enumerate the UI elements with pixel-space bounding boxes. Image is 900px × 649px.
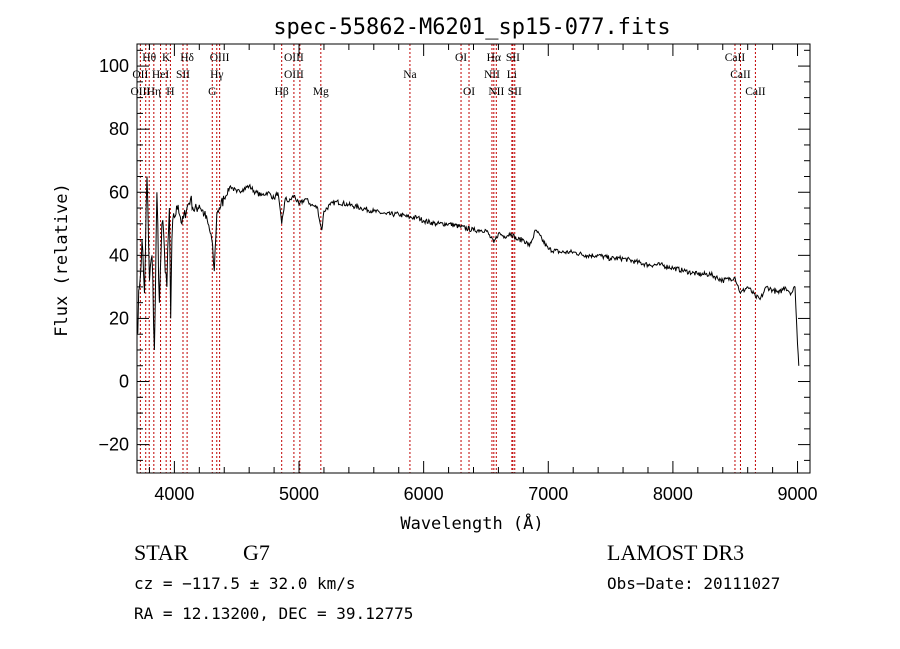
x-tick-label-5: 9000 (778, 484, 818, 504)
line-label-21: G (208, 86, 216, 98)
line-label-13: OIII (284, 69, 304, 81)
plot-frame (136, 43, 811, 474)
coordinates: RA = 12.13200, DEC = 39.12775 (134, 604, 413, 623)
line-label-2: Hδ (180, 52, 194, 64)
y-tick-label-3: 40 (109, 245, 129, 265)
line-label-11: SII (176, 69, 190, 81)
spectral-line-markers (139, 44, 756, 473)
y-tick-label-5: 80 (109, 119, 129, 139)
redshift-velocity: cz = −117.5 ± 32.0 km/s (134, 574, 356, 593)
y-tick-label-2: 20 (109, 308, 129, 328)
survey-name: LAMOST DR3 (607, 540, 744, 565)
line-label-24: OI (463, 86, 475, 98)
line-label-23: Mg (313, 86, 329, 98)
line-label-27: CaII (745, 86, 766, 98)
line-label-1: K (162, 52, 171, 64)
line-label-12: Hγ (210, 69, 223, 81)
y-axis-ticks: −20 0 20 40 60 80 100 (98, 49, 810, 461)
x-tick-label-0: 4000 (154, 484, 194, 504)
line-label-22: Hβ (275, 86, 289, 98)
line-label-25: NII (488, 86, 504, 98)
y-axis-label: Flux (relative) (52, 183, 72, 337)
line-label-9: OII (132, 69, 148, 81)
line-label-26: SII (508, 86, 522, 98)
y-tick-label-6: 100 (99, 56, 129, 76)
line-label-14: Na (403, 69, 416, 81)
line-label-15: NII (484, 69, 500, 81)
line-label-10: HeI (152, 69, 169, 81)
line-label-6: Hα (487, 52, 501, 64)
object-class: STAR (134, 540, 189, 565)
spectral-line-labels: Hθ K Hδ OIII OIII OI Hα SII CaII OII HeI SII Hγ OIII N… (130, 52, 765, 98)
line-label-5: OI (455, 52, 467, 64)
y-tick-label-0: −20 (98, 435, 129, 455)
line-label-16: Li (507, 69, 517, 81)
x-tick-label-4: 8000 (653, 484, 693, 504)
object-subclass: G7 (243, 540, 270, 565)
line-label-3: OIII (210, 52, 230, 64)
line-label-19: Hη (147, 86, 161, 98)
line-label-0: Hθ (142, 52, 156, 64)
observation-date: Obs−Date: 20111027 (607, 574, 780, 593)
chart-title: spec-55862-M6201_sp15-077.fits (273, 15, 670, 40)
x-tick-label-1: 5000 (279, 484, 319, 504)
line-label-20: H (166, 86, 174, 98)
y-tick-label-4: 60 (109, 182, 129, 202)
line-label-7: SII (506, 52, 520, 64)
x-tick-label-3: 7000 (528, 484, 568, 504)
line-label-8: CaII (725, 52, 746, 64)
x-tick-label-2: 6000 (404, 484, 444, 504)
line-label-17: CaII (730, 69, 751, 81)
x-axis-ticks: 4000 5000 6000 7000 8000 9000 (148, 44, 818, 504)
line-label-4: OIII (284, 52, 304, 64)
x-axis-label: Wavelength (Å) (400, 512, 543, 534)
line-label-18: OIII (130, 86, 150, 98)
y-tick-label-1: 0 (119, 372, 129, 392)
spectrum-line (136, 176, 800, 366)
